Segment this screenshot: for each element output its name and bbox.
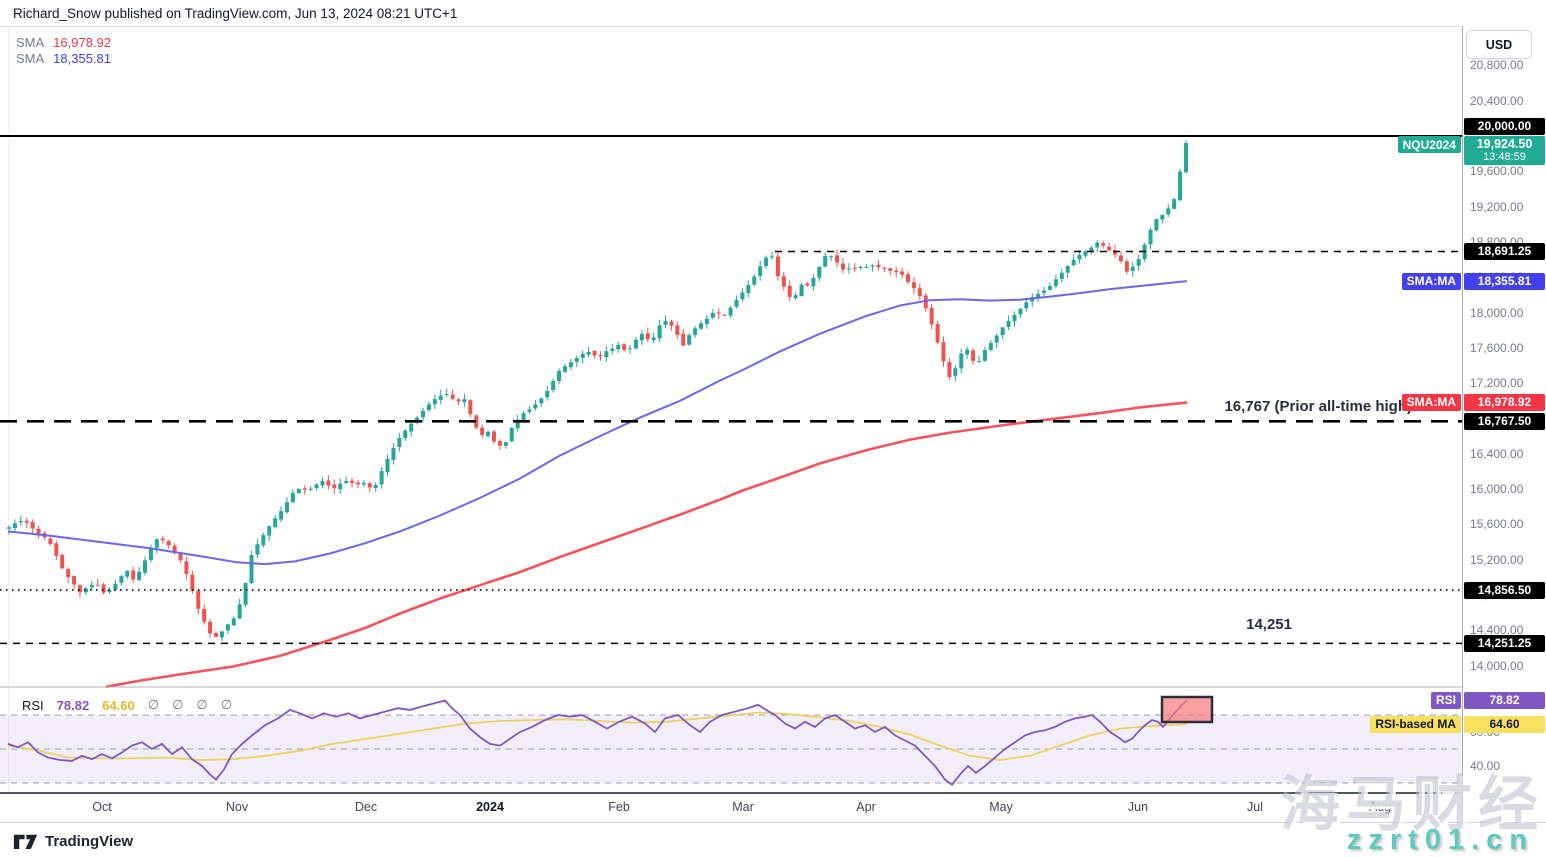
time-tick-May: May <box>989 800 1013 814</box>
price-tick-15600: 15,600.00 <box>1470 517 1524 532</box>
price-level-badge-1425125: 14,251.25 <box>1464 634 1545 652</box>
time-axis[interactable]: Oct Nov Dec 2024 Feb Mar Apr May Jun Jul Aug <box>0 794 1462 822</box>
plot-left-edge <box>8 27 9 793</box>
price-tick-16000: 16,000.00 <box>1470 482 1524 497</box>
price-tick-18000: 18,000.00 <box>1470 305 1524 320</box>
price-tick-17200: 17,200.00 <box>1470 376 1524 391</box>
price-tick-20400: 20,400.00 <box>1470 93 1524 108</box>
sma-fast-label: SMA <box>16 35 45 50</box>
time-tick-Feb: Feb <box>608 800 630 814</box>
currency-button[interactable]: USD <box>1466 30 1532 59</box>
time-tick-Dec: Dec <box>354 800 378 814</box>
price-tick-19600: 19,600.00 <box>1470 164 1524 179</box>
time-tick-Oct: Oct <box>92 800 112 814</box>
price-level-badge-2000000: 20,000.00 <box>1464 117 1545 135</box>
rsi-ma-value: 64.60 <box>102 697 135 713</box>
rsi-value: 78.82 <box>56 697 90 713</box>
price-tick-15200: 15,200.00 <box>1470 552 1524 567</box>
time-tick-Mar: Mar <box>732 800 754 814</box>
rsi-label: RSI <box>22 697 44 713</box>
price-tick-17600: 17,600.00 <box>1470 340 1524 355</box>
rsi-ma-line[interactable] <box>7 711 1188 761</box>
price-level-badge-1835581: 18,355.81 <box>1464 272 1545 290</box>
price-tick-16400: 16,400.00 <box>1470 446 1524 461</box>
last-price-badge: 19,924.50 13:48:59 <box>1464 136 1545 165</box>
rsi-hidden-param-icon: ∅ <box>172 697 184 712</box>
rsi-axis-badge-64.60: 64.60 <box>1464 715 1545 733</box>
price-axis[interactable]: 20,800.00 20,400.00 19,600.00 19,200.00 18,8… <box>1462 26 1546 822</box>
rsi-highlight-box[interactable] <box>1160 695 1214 724</box>
price-tick-14000: 14,000.00 <box>1470 658 1524 673</box>
sma-fast-line[interactable] <box>105 401 1188 689</box>
prior-ath-annotation[interactable]: 16,767 (Prior all-time high) <box>1224 398 1412 415</box>
sma-slow-label: SMA <box>16 51 45 66</box>
price-tick-19200: 19,200.00 <box>1470 199 1524 214</box>
rsi-tick-40: 40.00 <box>1470 759 1501 773</box>
rsi-axis-badge-78.82: 78.82 <box>1464 691 1545 709</box>
time-axis-divider <box>0 822 1546 823</box>
main-chart-canvas[interactable] <box>0 0 1462 794</box>
rsi-line[interactable] <box>7 699 1188 786</box>
time-tick-2024: 2024 <box>476 800 504 814</box>
header-divider <box>0 26 1546 27</box>
price-level-badge-1697892: 16,978.92 <box>1464 393 1545 411</box>
last-price-time: 13:48:59 <box>1483 150 1526 163</box>
time-tick-Nov: Nov <box>225 800 249 814</box>
rsi-hidden-param-icon: ∅ <box>196 697 208 712</box>
sma-fast-legend[interactable]: SMA 16,978.92 <box>16 35 111 50</box>
price-level-badge-1869125: 18,691.25 <box>1464 242 1545 260</box>
time-tick-Jul: Jul <box>1247 800 1263 814</box>
rsi-hidden-param-icon: ∅ <box>147 697 160 712</box>
footer-bar: TradingView <box>0 823 1546 857</box>
sma-slow-value: 18,355.81 <box>53 51 112 66</box>
time-tick-Aug: Aug <box>1368 800 1392 814</box>
price-tick-20800: 20,800.00 <box>1470 58 1524 73</box>
sma-slow-line[interactable] <box>7 280 1188 566</box>
tradingview-logo-text: TradingView <box>45 832 134 850</box>
time-tick-Apr: Apr <box>856 800 876 814</box>
sma-fast-value: 16,978.92 <box>53 35 112 50</box>
sma-slow-legend[interactable]: SMA 18,355.81 <box>16 51 111 66</box>
rsi-hidden-param-icon: ∅ <box>220 697 233 712</box>
tradingview-logo-icon <box>13 834 38 850</box>
last-price-value: 19,924.50 <box>1476 136 1533 151</box>
attribution-text: Richard_Snow published on TradingView.co… <box>13 6 458 21</box>
rsi-legend[interactable]: RSI 78.82 64.60 ∅ ∅ ∅ ∅ <box>22 697 232 713</box>
level-14251-annotation[interactable]: 14,251 <box>1246 616 1292 633</box>
tradingview-logo[interactable]: TradingView <box>13 831 133 851</box>
price-level-badge-1485650: 14,856.50 <box>1464 581 1545 599</box>
time-tick-Jun: Jun <box>1127 800 1149 814</box>
price-level-badge-1676750: 16,767.50 <box>1464 412 1545 430</box>
price-tick-14400: 14,400.00 <box>1470 623 1524 638</box>
